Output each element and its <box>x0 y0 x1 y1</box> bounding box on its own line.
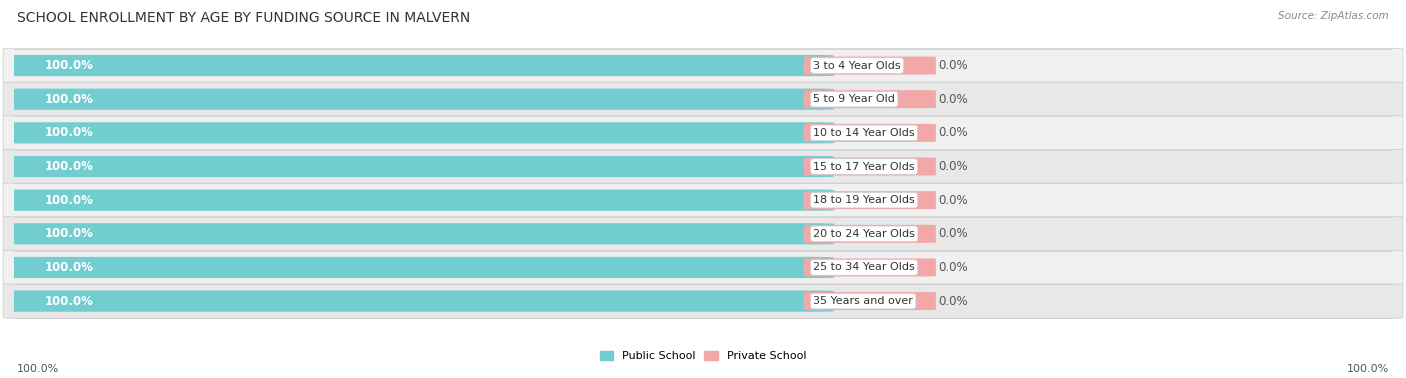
FancyBboxPatch shape <box>3 116 1403 150</box>
Text: 100.0%: 100.0% <box>45 261 93 274</box>
FancyBboxPatch shape <box>3 217 1403 251</box>
Text: SCHOOL ENROLLMENT BY AGE BY FUNDING SOURCE IN MALVERN: SCHOOL ENROLLMENT BY AGE BY FUNDING SOUR… <box>17 11 470 25</box>
FancyBboxPatch shape <box>3 48 1403 83</box>
FancyBboxPatch shape <box>3 250 1403 285</box>
Text: 3 to 4 Year Olds: 3 to 4 Year Olds <box>813 60 901 71</box>
Text: 0.0%: 0.0% <box>939 126 969 139</box>
Text: 0.0%: 0.0% <box>939 261 969 274</box>
FancyBboxPatch shape <box>0 291 834 312</box>
Text: Source: ZipAtlas.com: Source: ZipAtlas.com <box>1278 11 1389 21</box>
FancyBboxPatch shape <box>3 183 1403 217</box>
Text: 35 Years and over: 35 Years and over <box>813 296 912 306</box>
Text: 0.0%: 0.0% <box>939 227 969 240</box>
FancyBboxPatch shape <box>0 88 834 110</box>
Text: 0.0%: 0.0% <box>939 93 969 106</box>
FancyBboxPatch shape <box>804 124 936 142</box>
FancyBboxPatch shape <box>3 82 1403 116</box>
FancyBboxPatch shape <box>804 191 936 209</box>
FancyBboxPatch shape <box>3 284 1403 318</box>
FancyBboxPatch shape <box>0 223 834 245</box>
Text: 0.0%: 0.0% <box>939 294 969 308</box>
Text: 15 to 17 Year Olds: 15 to 17 Year Olds <box>813 161 915 172</box>
FancyBboxPatch shape <box>0 156 834 177</box>
Text: 100.0%: 100.0% <box>1347 364 1389 374</box>
Text: 100.0%: 100.0% <box>45 59 93 72</box>
Text: 18 to 19 Year Olds: 18 to 19 Year Olds <box>813 195 915 205</box>
Legend: Public School, Private School: Public School, Private School <box>595 346 811 366</box>
FancyBboxPatch shape <box>0 122 834 144</box>
Text: 5 to 9 Year Old: 5 to 9 Year Old <box>813 94 896 104</box>
Text: 0.0%: 0.0% <box>939 59 969 72</box>
Text: 0.0%: 0.0% <box>939 160 969 173</box>
Text: 0.0%: 0.0% <box>939 194 969 207</box>
FancyBboxPatch shape <box>3 149 1403 184</box>
Text: 100.0%: 100.0% <box>45 160 93 173</box>
FancyBboxPatch shape <box>0 55 834 76</box>
Text: 100.0%: 100.0% <box>45 194 93 207</box>
Text: 25 to 34 Year Olds: 25 to 34 Year Olds <box>813 262 915 273</box>
FancyBboxPatch shape <box>0 189 834 211</box>
FancyBboxPatch shape <box>804 292 936 310</box>
Text: 100.0%: 100.0% <box>45 227 93 240</box>
FancyBboxPatch shape <box>804 57 936 74</box>
Text: 100.0%: 100.0% <box>17 364 59 374</box>
FancyBboxPatch shape <box>804 259 936 276</box>
FancyBboxPatch shape <box>804 90 936 108</box>
FancyBboxPatch shape <box>804 225 936 243</box>
FancyBboxPatch shape <box>0 257 834 278</box>
Text: 100.0%: 100.0% <box>45 294 93 308</box>
Text: 10 to 14 Year Olds: 10 to 14 Year Olds <box>813 128 915 138</box>
Text: 100.0%: 100.0% <box>45 93 93 106</box>
FancyBboxPatch shape <box>804 158 936 175</box>
Text: 100.0%: 100.0% <box>45 126 93 139</box>
Text: 20 to 24 Year Olds: 20 to 24 Year Olds <box>813 229 915 239</box>
